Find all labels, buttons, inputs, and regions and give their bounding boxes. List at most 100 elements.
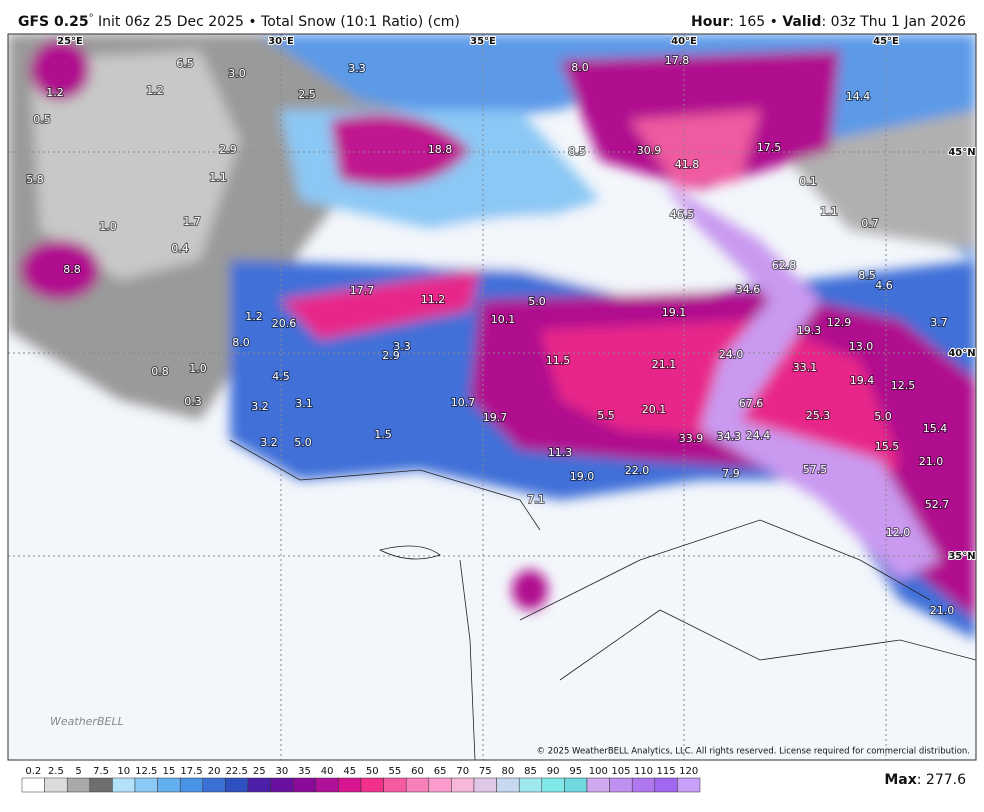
snow-amount: 25.3: [806, 409, 831, 422]
snow-amount: 10.1: [491, 313, 516, 326]
map-frame: [7, 33, 977, 761]
snow-amount: 30.9: [637, 144, 662, 157]
legend-label: 75: [479, 766, 492, 777]
logo: WeatherBELL: [50, 715, 124, 728]
legend-label: 10: [117, 766, 130, 777]
legend-label: 115: [657, 766, 676, 777]
header-left: GFS 0.25° Init 06z 25 Dec 2025 • Total S…: [18, 13, 460, 30]
snow-amount: 20.1: [642, 403, 667, 416]
legend-swatch: [383, 777, 407, 793]
legend-swatch: [631, 777, 656, 793]
legend-label: 110: [634, 766, 653, 777]
snow-amount: 19.4: [850, 374, 875, 387]
legend-swatch: [21, 777, 45, 793]
grid-label: 45°N: [948, 147, 975, 158]
legend-swatch: [202, 777, 226, 793]
legend-label: 5: [75, 766, 81, 777]
legend-swatch: [677, 777, 701, 793]
legend-label: 65: [434, 766, 447, 777]
graticule: [8, 34, 976, 760]
map: [8, 34, 976, 760]
snow-amount: 19.1: [662, 306, 687, 319]
legend-swatch: [315, 777, 339, 793]
grid-label: 25°E: [57, 36, 83, 47]
snow-amount: 8.5: [568, 145, 586, 158]
legend-label: 50: [366, 766, 379, 777]
legend-label: 20: [208, 766, 221, 777]
snow-amount: 8.5: [858, 269, 876, 282]
snow-amount: 62.8: [772, 259, 797, 272]
legend-swatch: [360, 777, 384, 793]
snow-amount: 1.1: [820, 205, 838, 218]
max: Max: 277.6: [884, 772, 966, 788]
legend-label: 95: [569, 766, 582, 777]
snow-amount: 3.1: [295, 397, 313, 410]
grid-label: 35°N: [948, 551, 975, 562]
legend-label: 60: [411, 766, 424, 777]
snow-amount: 3.0: [228, 67, 246, 80]
snow-amount: 24.0: [719, 348, 744, 361]
snow-amount: 21.0: [930, 604, 955, 617]
snow-amount: 1.1: [209, 171, 227, 184]
degree: °: [89, 13, 94, 24]
borders: [229, 439, 976, 760]
legend-label: 85: [524, 766, 537, 777]
snow-amount: 12.9: [827, 316, 852, 329]
hour-value: : 165 •: [729, 14, 782, 30]
snow-amount: 1.2: [146, 84, 164, 97]
legend-swatch: [225, 777, 249, 793]
legend-label: 17.5: [180, 766, 202, 777]
legend-label: 22.5: [226, 766, 248, 777]
legend-label: 15: [163, 766, 176, 777]
snow-amount: 1.7: [183, 215, 201, 228]
snow-amount: 19.0: [570, 470, 595, 483]
legend-label: 70: [456, 766, 469, 777]
snow-amount: 3.3: [348, 62, 366, 75]
legend-swatch: [405, 777, 430, 793]
snow-amount: 22.0: [625, 464, 650, 477]
legend-label: 90: [547, 766, 560, 777]
snow-amount: 11.2: [421, 293, 446, 306]
legend-swatch: [157, 777, 181, 793]
legend-swatch: [518, 777, 543, 793]
snow-amount: 1.5: [374, 428, 392, 441]
snow-amount: 2.9: [382, 349, 400, 362]
snow-amount: 57.5: [803, 463, 828, 476]
grid-label: 30°E: [268, 36, 294, 47]
legend-swatch: [496, 777, 520, 793]
valid-value: : 03z Thu 1 Jan 2026: [821, 14, 966, 30]
snow-amount: 17.7: [350, 284, 375, 297]
legend-label: 105: [611, 766, 630, 777]
snow-amount: 15.5: [875, 440, 900, 453]
snow-amount: 7.9: [722, 467, 740, 480]
snow-amount: 13.0: [849, 340, 874, 353]
snow-amount: 2.5: [298, 88, 316, 101]
snow-amount: 1.2: [245, 310, 263, 323]
legend-swatch: [270, 777, 294, 793]
snow-amount: 19.7: [483, 411, 508, 424]
snow-amount: 20.6: [272, 317, 297, 330]
snow-amount: 3.2: [251, 400, 269, 413]
legend-label: 2.5: [48, 766, 64, 777]
snow-amount: 0.3: [184, 395, 202, 408]
legend-swatch: [473, 777, 497, 793]
snow-amount: 11.5: [546, 354, 571, 367]
legend-label: 7.5: [93, 766, 109, 777]
legend-swatch: [44, 777, 68, 793]
legend-swatch: [428, 777, 452, 793]
snow-amount: 33.1: [793, 361, 818, 374]
legend-label: 0.2: [25, 766, 41, 777]
grid-label: 40°N: [948, 348, 975, 359]
snow-amount: 1.2: [46, 86, 64, 99]
snow-amount: 3.3: [393, 340, 411, 353]
grid-label: 35°E: [470, 36, 496, 47]
snow-amount: 17.5: [757, 141, 782, 154]
snow-amount: 41.8: [675, 158, 700, 171]
snow-amount: 11.3: [548, 446, 573, 459]
snow-amount: 14.4: [846, 90, 871, 103]
legend-swatch: [541, 777, 565, 793]
header-right: Hour: 165 • Valid: 03z Thu 1 Jan 2026: [691, 14, 966, 30]
snow-amount: 18.8: [428, 143, 453, 156]
snow-amount: 8.8: [63, 263, 81, 276]
